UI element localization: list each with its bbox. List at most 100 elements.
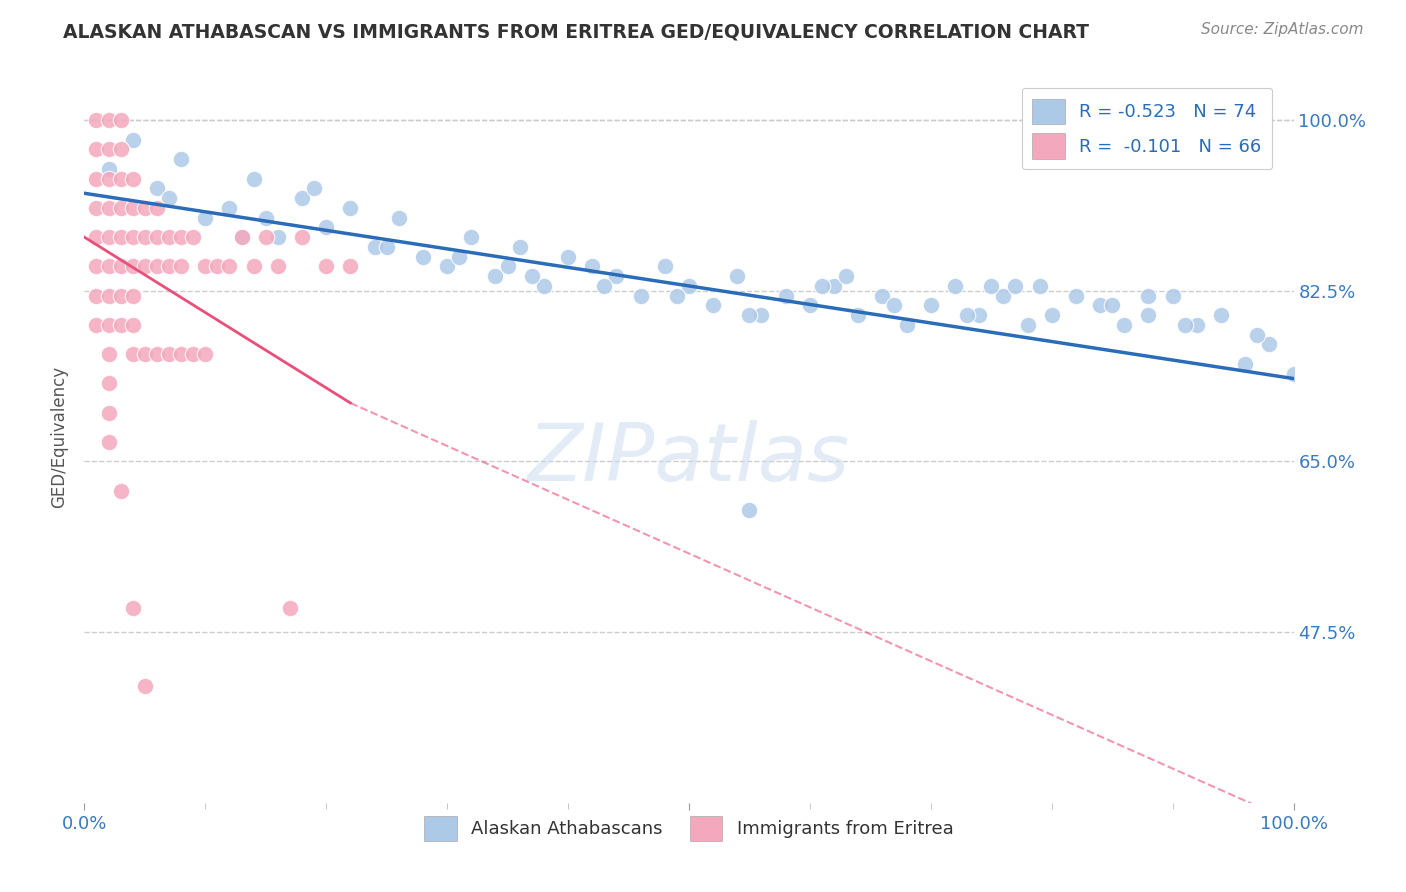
Point bbox=[157, 347, 180, 361]
Point bbox=[1028, 279, 1050, 293]
Point bbox=[110, 230, 132, 244]
Point bbox=[231, 230, 253, 244]
Point bbox=[1137, 288, 1160, 302]
Point bbox=[146, 201, 169, 215]
Y-axis label: GED/Equivalency: GED/Equivalency bbox=[51, 366, 69, 508]
Point bbox=[302, 181, 325, 195]
Point bbox=[97, 171, 120, 186]
Text: ZIPatlas: ZIPatlas bbox=[527, 420, 851, 498]
Point bbox=[134, 201, 156, 215]
Point bbox=[86, 142, 108, 156]
Point bbox=[738, 503, 761, 517]
Point bbox=[242, 260, 264, 274]
Point bbox=[799, 298, 821, 312]
Point bbox=[170, 152, 193, 166]
Point bbox=[134, 347, 156, 361]
Point bbox=[86, 171, 108, 186]
Point bbox=[496, 260, 519, 274]
Point bbox=[110, 260, 132, 274]
Point bbox=[1174, 318, 1197, 332]
Point bbox=[1222, 113, 1244, 128]
Point bbox=[121, 230, 143, 244]
Point bbox=[146, 260, 169, 274]
Point bbox=[509, 240, 531, 254]
Point bbox=[110, 171, 132, 186]
Point bbox=[460, 230, 482, 244]
Point bbox=[267, 230, 290, 244]
Point bbox=[97, 161, 120, 176]
Point bbox=[315, 260, 337, 274]
Point bbox=[86, 288, 108, 302]
Point bbox=[97, 318, 120, 332]
Point bbox=[846, 308, 869, 322]
Point bbox=[97, 142, 120, 156]
Point bbox=[1234, 357, 1257, 371]
Point bbox=[218, 260, 240, 274]
Point bbox=[181, 230, 204, 244]
Legend: Alaskan Athabascans, Immigrants from Eritrea: Alaskan Athabascans, Immigrants from Eri… bbox=[418, 809, 960, 848]
Point bbox=[157, 191, 180, 205]
Point bbox=[678, 279, 700, 293]
Point bbox=[194, 211, 217, 225]
Point bbox=[181, 347, 204, 361]
Point bbox=[291, 230, 314, 244]
Point bbox=[121, 600, 143, 615]
Text: Source: ZipAtlas.com: Source: ZipAtlas.com bbox=[1201, 22, 1364, 37]
Point bbox=[775, 288, 797, 302]
Point bbox=[231, 230, 253, 244]
Point bbox=[1258, 337, 1281, 351]
Point bbox=[339, 201, 361, 215]
Point bbox=[86, 201, 108, 215]
Point bbox=[339, 260, 361, 274]
Point bbox=[533, 279, 555, 293]
Point bbox=[1185, 318, 1208, 332]
Point bbox=[134, 260, 156, 274]
Point bbox=[1004, 279, 1026, 293]
Point bbox=[811, 279, 834, 293]
Point bbox=[110, 483, 132, 498]
Point bbox=[1137, 308, 1160, 322]
Point bbox=[738, 308, 761, 322]
Point bbox=[134, 679, 156, 693]
Point bbox=[1246, 327, 1268, 342]
Point bbox=[110, 318, 132, 332]
Point bbox=[121, 260, 143, 274]
Point bbox=[630, 288, 652, 302]
Point bbox=[449, 250, 471, 264]
Point bbox=[97, 347, 120, 361]
Point bbox=[557, 250, 579, 264]
Point bbox=[883, 298, 905, 312]
Point bbox=[363, 240, 385, 254]
Point bbox=[254, 230, 277, 244]
Point bbox=[1161, 288, 1184, 302]
Point bbox=[725, 269, 748, 284]
Point bbox=[254, 211, 277, 225]
Point bbox=[896, 318, 918, 332]
Point bbox=[97, 376, 120, 391]
Point bbox=[1282, 367, 1305, 381]
Point bbox=[1114, 318, 1136, 332]
Point bbox=[170, 260, 193, 274]
Point bbox=[993, 288, 1015, 302]
Point bbox=[1017, 318, 1039, 332]
Point bbox=[956, 308, 979, 322]
Point bbox=[593, 279, 616, 293]
Point bbox=[943, 279, 966, 293]
Point bbox=[315, 220, 337, 235]
Point bbox=[967, 308, 990, 322]
Point bbox=[194, 347, 217, 361]
Point bbox=[86, 260, 108, 274]
Point bbox=[872, 288, 894, 302]
Point bbox=[436, 260, 458, 274]
Point bbox=[170, 347, 193, 361]
Point bbox=[170, 230, 193, 244]
Point bbox=[388, 211, 411, 225]
Point bbox=[1209, 308, 1232, 322]
Point bbox=[146, 181, 169, 195]
Point bbox=[97, 434, 120, 449]
Point bbox=[751, 308, 773, 322]
Point bbox=[1064, 288, 1087, 302]
Point bbox=[581, 260, 603, 274]
Point bbox=[110, 142, 132, 156]
Point bbox=[121, 288, 143, 302]
